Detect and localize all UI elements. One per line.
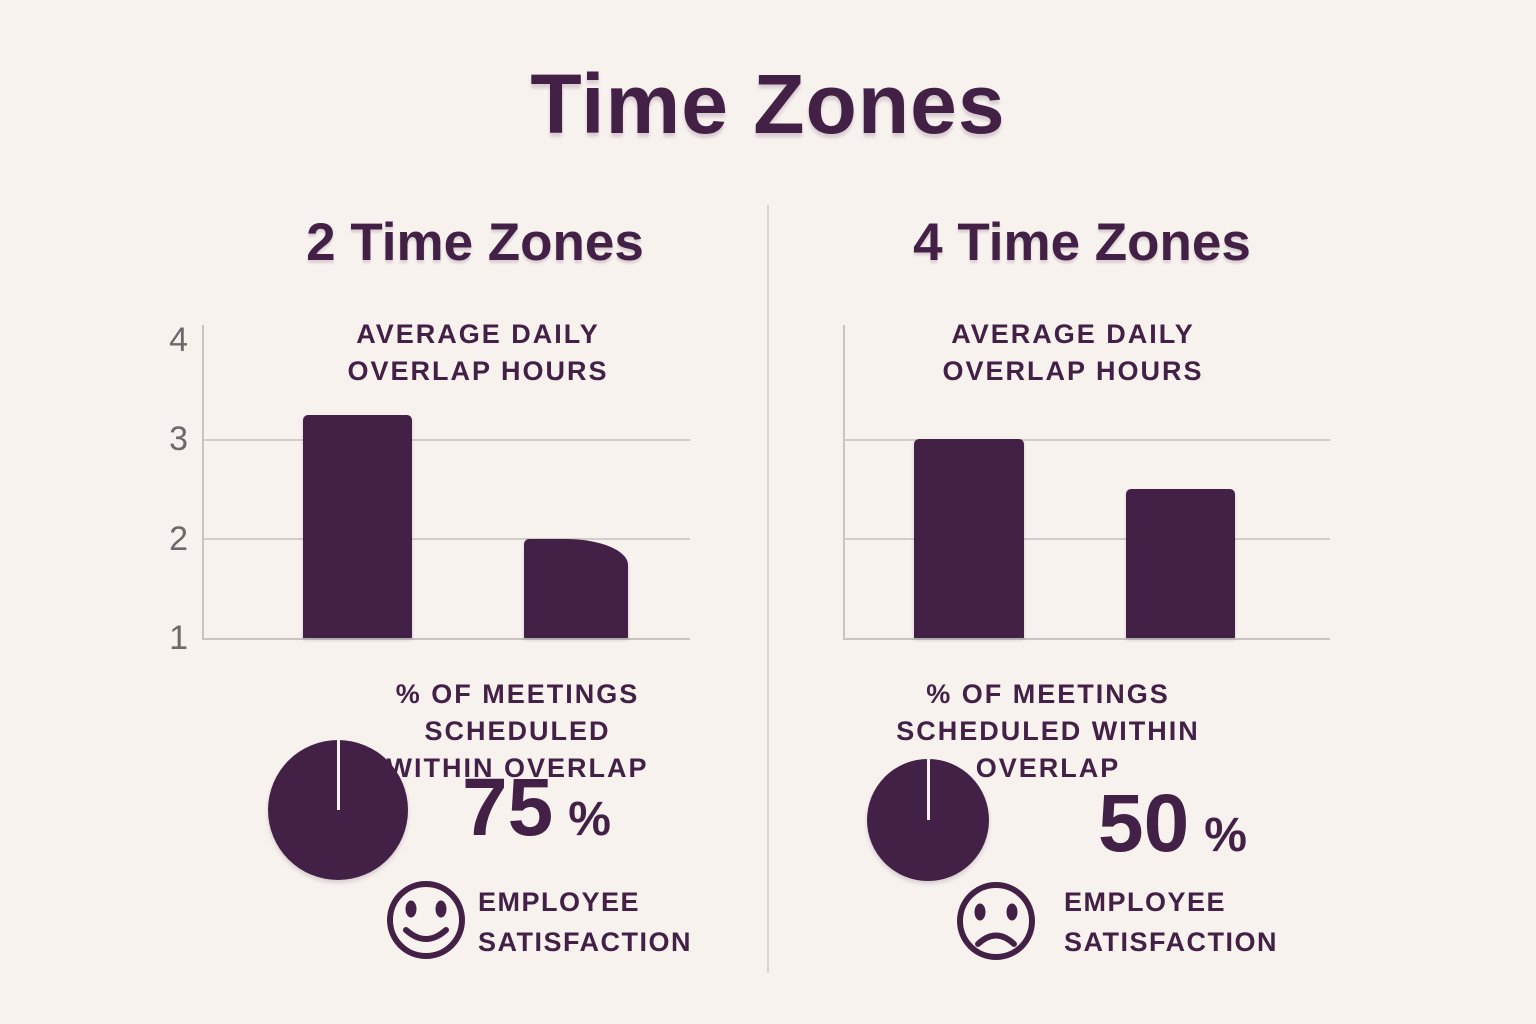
bar-chart-title-right: AVERAGE DAILY OVERLAP HOURS bbox=[853, 316, 1293, 390]
sad-face-icon bbox=[957, 882, 1035, 960]
pie-chart-left bbox=[268, 740, 408, 880]
satisfaction-label-left: EMPLOYEE SATISFACTION bbox=[478, 882, 692, 962]
gridline bbox=[845, 538, 1330, 540]
y-axis-tick: 1 bbox=[169, 619, 188, 657]
bar-chart-title-left: AVERAGE DAILY OVERLAP HOURS bbox=[258, 316, 698, 390]
satisfaction-label-line: SATISFACTION bbox=[478, 927, 693, 957]
percent-sign: % bbox=[1204, 809, 1247, 862]
column-heading-2-time-zones: 2 Time Zones bbox=[306, 213, 644, 272]
column-divider bbox=[767, 205, 769, 973]
happy-face-icon bbox=[387, 881, 465, 959]
bar-1 bbox=[303, 414, 412, 638]
percent-number: 75 bbox=[462, 762, 554, 853]
bar-chart-title-line: OVERLAP HOURS bbox=[347, 356, 609, 386]
pie-chart-title-line: % OF MEETINGS SCHEDULED bbox=[395, 679, 640, 746]
y-axis-tick: 4 bbox=[169, 321, 188, 359]
bar-chart-title-line: OVERLAP HOURS bbox=[942, 356, 1204, 386]
bar-2 bbox=[1126, 489, 1235, 638]
bar-chart-right bbox=[843, 325, 1330, 640]
pie-chart-title-line: OVERLAP bbox=[975, 753, 1121, 783]
pie-chart-title-left: % OF MEETINGS SCHEDULED WITHIN OVERLAP bbox=[300, 676, 735, 787]
bar-chart-title-line: AVERAGE DAILY bbox=[356, 319, 600, 349]
page-title: Time Zones bbox=[530, 57, 1006, 151]
bar-2 bbox=[524, 538, 628, 638]
y-axis-tick: 2 bbox=[169, 520, 188, 558]
y-axis-tick: 3 bbox=[169, 420, 188, 458]
pie-notch bbox=[926, 759, 930, 820]
satisfaction-label-line: EMPLOYEE bbox=[478, 887, 641, 917]
percent-value-left: 75% bbox=[462, 767, 611, 849]
pie-chart-right bbox=[867, 759, 989, 881]
pie-chart-title-right: % OF MEETINGS SCHEDULED WITHIN OVERLAP bbox=[830, 676, 1266, 787]
satisfaction-label-right: EMPLOYEE SATISFACTION bbox=[1064, 882, 1278, 962]
pie-notch bbox=[336, 740, 340, 810]
pie-chart-title-line: % OF MEETINGS bbox=[926, 679, 1170, 709]
percent-number: 50 bbox=[1098, 778, 1190, 869]
bar-chart-left: 4 3 2 1 bbox=[169, 323, 690, 655]
satisfaction-label-line: SATISFACTION bbox=[1064, 927, 1279, 957]
satisfaction-label-line: EMPLOYEE bbox=[1064, 887, 1227, 917]
bar-chart-title-line: AVERAGE DAILY bbox=[951, 319, 1195, 349]
pie-chart-title-line: SCHEDULED WITHIN bbox=[896, 716, 1200, 746]
gridline bbox=[845, 439, 1330, 441]
bar-1 bbox=[914, 439, 1024, 638]
pie-chart-title-line: WITHIN OVERLAP bbox=[386, 753, 649, 783]
percent-sign: % bbox=[568, 793, 611, 846]
gridline bbox=[204, 538, 690, 540]
percent-value-right: 50% bbox=[1098, 783, 1247, 865]
gridline bbox=[204, 439, 690, 441]
column-heading-4-time-zones: 4 Time Zones bbox=[913, 213, 1251, 272]
